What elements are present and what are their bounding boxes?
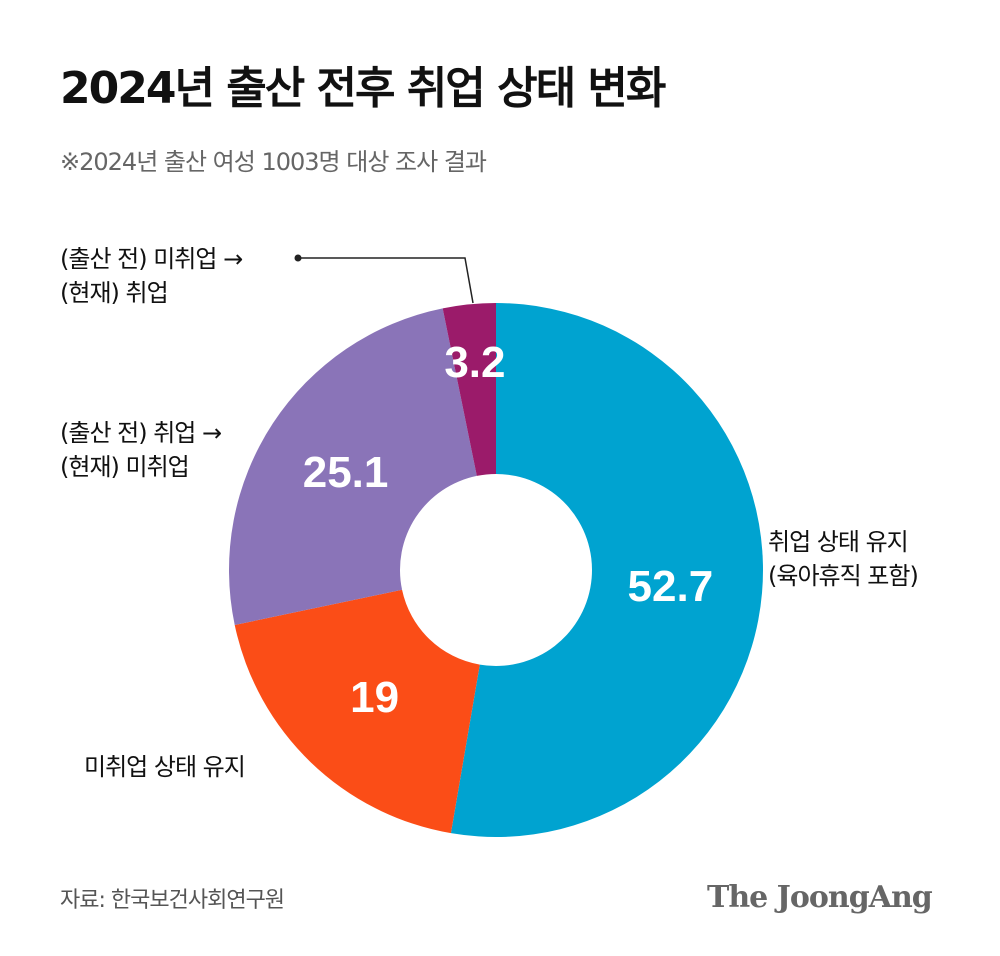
label-line: 취업 상태 유지 [768,528,909,556]
data-label: 3.2 [444,338,505,387]
donut-slice [442,303,496,476]
chart-subtitle: ※2024년 출산 여성 1003명 대상 조사 결과 [60,148,487,176]
label-line: (현재) 미취업 [60,453,190,481]
chart-title: 2024년 출산 전후 취업 상태 변화 [60,63,666,114]
category-label-employed-to-unemployed: (출산 전) 취업 → (현재) 미취업 [60,416,222,484]
leader-dot [294,254,302,262]
donut-slice [229,308,477,625]
label-line: (출산 전) 취업 → [60,419,222,447]
data-label: 25.1 [303,448,389,497]
label-line: (육아휴직 포함) [768,562,919,590]
donut-slice [234,589,480,834]
label-line: 미취업 상태 유지 [84,753,246,781]
leader-line [298,257,474,304]
category-label-employed-kept: 취업 상태 유지 (육아휴직 포함) [768,525,919,593]
source-note: 자료: 한국보건사회연구원 [60,888,285,913]
donut-slice [450,303,764,838]
category-label-unemployed-to-employed: (출산 전) 미취업 → (현재) 취업 [60,242,243,310]
label-line: (현재) 취업 [60,279,169,307]
data-label: 52.7 [628,562,714,611]
label-line: (출산 전) 미취업 → [60,245,243,273]
data-label: 19 [350,673,399,722]
publisher-logo: The JoongAng [707,880,933,915]
category-label-unemployed-kept: 미취업 상태 유지 [84,750,246,784]
